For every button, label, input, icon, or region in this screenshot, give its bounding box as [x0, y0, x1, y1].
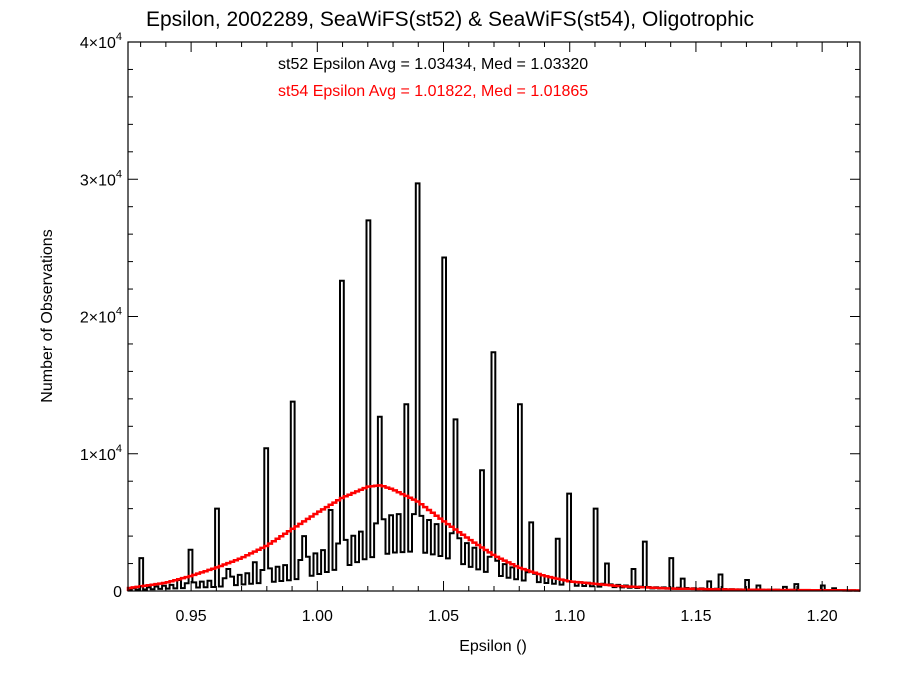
- x-tick-label: 1.20: [807, 608, 838, 625]
- y-tick-label: 4×104: [80, 31, 122, 52]
- x-tick-label: 0.95: [176, 608, 207, 625]
- y-tick-label: 0: [113, 584, 122, 601]
- y-tick-label: 1×104: [80, 443, 122, 464]
- y-tick-label: 3×104: [80, 168, 122, 189]
- plot-axes: [127, 41, 861, 592]
- x-tick-label: 1.15: [680, 608, 711, 625]
- tick-labels: 0.95 1.00 1.05 1.10 1.15 1.20 0 1×104 2×104 3×104…: [80, 31, 838, 625]
- st52-histogram-path: [127, 182, 861, 592]
- x-tick-label: 1.00: [302, 608, 333, 625]
- plot-frame: [127, 41, 861, 592]
- y-tick-label: 2×104: [80, 306, 122, 327]
- chart-title: Epsilon, 2002289, SeaWiFS(st52) & SeaWiF…: [145, 8, 755, 31]
- y-axis-label: Number of Observations: [39, 229, 56, 402]
- st54-stats-annotation: st54 Epsilon Avg = 1.01822, Med = 1.0186…: [278, 83, 588, 100]
- st52-histogram-series: [127, 182, 861, 592]
- st54-histogram-path: [126, 484, 861, 593]
- x-axis-label: Epsilon (): [459, 638, 527, 655]
- st54-histogram-series: [126, 484, 861, 593]
- x-tick-label: 1.10: [554, 608, 585, 625]
- st52-stats-annotation: st52 Epsilon Avg = 1.03434, Med = 1.0332…: [278, 56, 588, 73]
- x-tick-label: 1.05: [428, 608, 459, 625]
